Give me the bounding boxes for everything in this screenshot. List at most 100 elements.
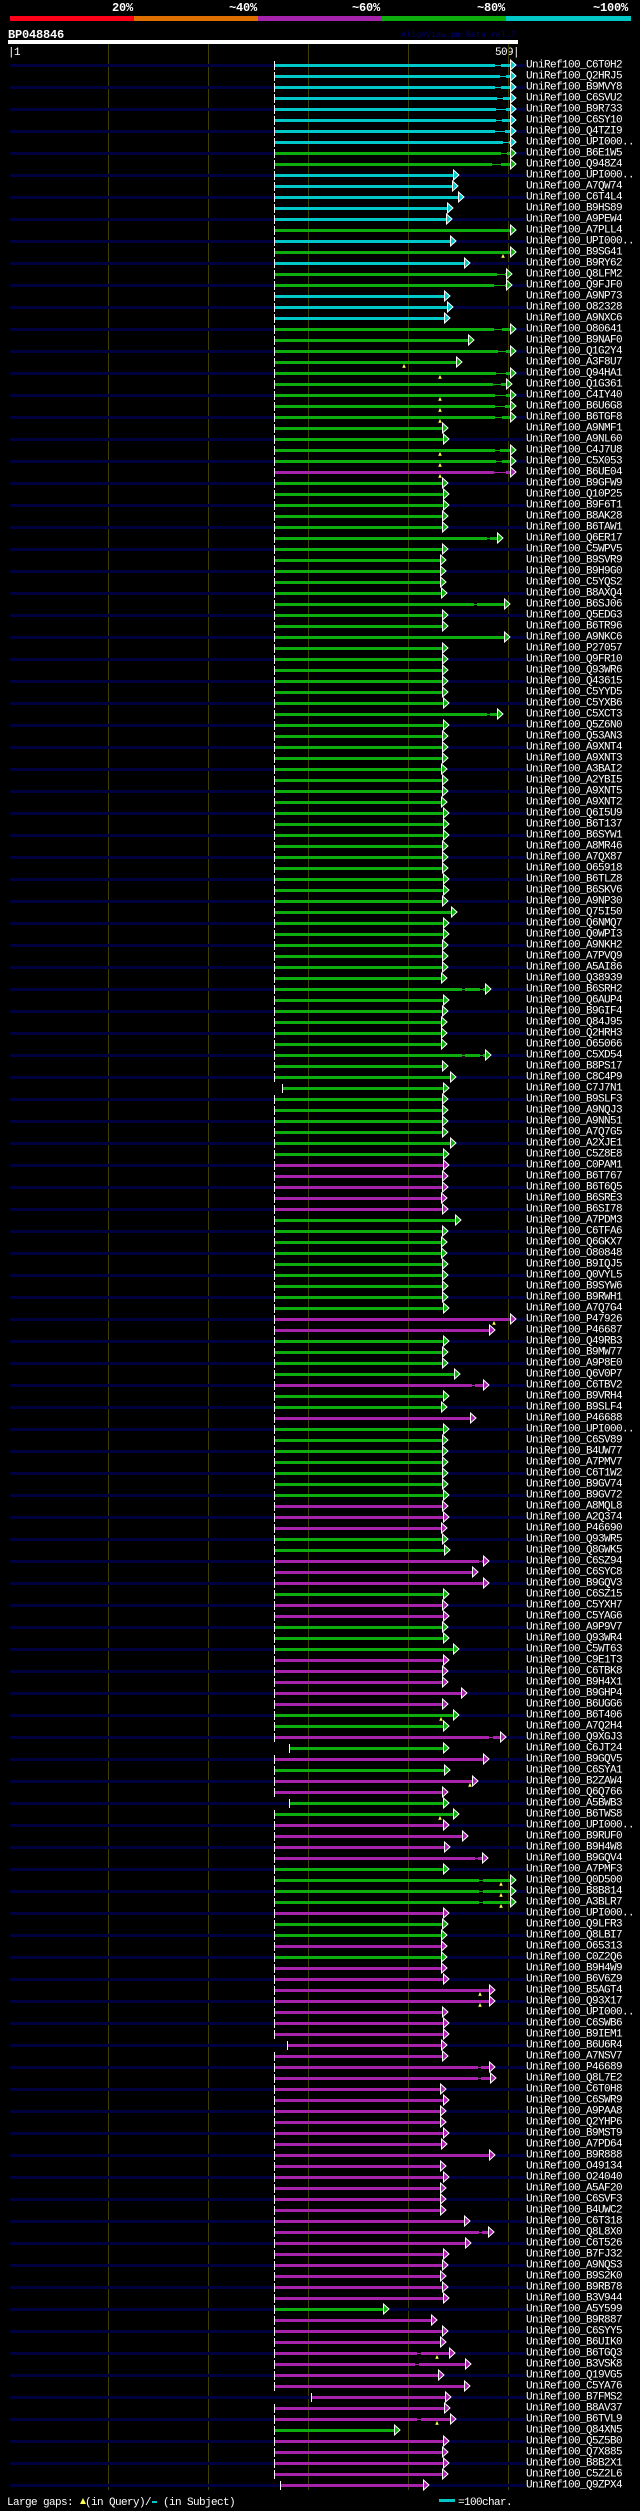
svg-text:UniRef100_A9NKH2: UniRef100_A9NKH2	[526, 939, 622, 951]
svg-text:UniRef100_C9E1T3: UniRef100_C9E1T3	[526, 1654, 622, 1666]
svg-text:UniRef100_C6JT24: UniRef100_C6JT24	[526, 1742, 623, 1754]
svg-text:UniRef100_A9XNT3: UniRef100_A9XNT3	[526, 752, 622, 764]
svg-text:UniRef100_B9RWH1: UniRef100_B9RWH1	[526, 1291, 623, 1303]
svg-text:UniRef100_B6T767: UniRef100_B6T767	[526, 1170, 622, 1182]
svg-text:UniRef100_B6SYW1: UniRef100_B6SYW1	[526, 829, 623, 841]
svg-text:UniRef100_Q93WR4: UniRef100_Q93WR4	[526, 1632, 623, 1644]
svg-text:UniRef100_A3BAI2: UniRef100_A3BAI2	[526, 763, 622, 775]
svg-text:UniRef100_Q8LBI7: UniRef100_Q8LBI7	[526, 1929, 622, 1941]
svg-text:UniRef100_B9F6T1: UniRef100_B9F6T1	[526, 499, 623, 511]
svg-text:UniRef100_B9VRH4: UniRef100_B9VRH4	[526, 1390, 623, 1402]
svg-text:UniRef100_A9P9V7: UniRef100_A9P9V7	[526, 1621, 622, 1633]
svg-text:UniRef100_B6TGQ3: UniRef100_B6TGQ3	[526, 2347, 622, 2359]
svg-text:UniRef100_C6SWR9: UniRef100_C6SWR9	[526, 2094, 622, 2106]
svg-text:UniRef100_B6SRH2: UniRef100_B6SRH2	[526, 983, 622, 995]
svg-text:UniRef100_UPI000..: UniRef100_UPI000..	[526, 1423, 634, 1435]
svg-text:UniRef100_UPI000..: UniRef100_UPI000..	[526, 136, 634, 148]
svg-text:UniRef100_Q9FJF0: UniRef100_Q9FJF0	[526, 279, 622, 291]
svg-text:UniRef100_B9GQV3: UniRef100_B9GQV3	[526, 1577, 622, 1589]
svg-text:UniRef100_UPI000..: UniRef100_UPI000..	[526, 169, 634, 181]
svg-text:UniRef100_C6T526: UniRef100_C6T526	[526, 2237, 622, 2249]
svg-text:UniRef100_A9NMF1: UniRef100_A9NMF1	[526, 422, 623, 434]
svg-text:UniRef100_B6UGG6: UniRef100_B6UGG6	[526, 1698, 622, 1710]
svg-text:UniRef100_A9XNT4: UniRef100_A9XNT4	[526, 741, 623, 753]
svg-text:UniRef100_C4J7U8: UniRef100_C4J7U8	[526, 444, 622, 456]
svg-text:|1: |1	[8, 47, 21, 59]
svg-text:UniRef100_C5YXB6: UniRef100_C5YXB6	[526, 697, 622, 709]
svg-text:UniRef100_UPI000..: UniRef100_UPI000..	[526, 235, 634, 247]
svg-text:UniRef100_C6TBK8: UniRef100_C6TBK8	[526, 1665, 622, 1677]
svg-text:UniRef100_C6SYA1: UniRef100_C6SYA1	[526, 1764, 623, 1776]
svg-text:UniRef100_C6SZ15: UniRef100_C6SZ15	[526, 1588, 622, 1600]
svg-text:UniRef100_O24040: UniRef100_O24040	[526, 2171, 622, 2183]
svg-text:UniRef100_B6U6G8: UniRef100_B6U6G8	[526, 400, 622, 412]
svg-text:UniRef100_B9SLF4: UniRef100_B9SLF4	[526, 1401, 623, 1413]
svg-text:UniRef100_C5XCT3: UniRef100_C5XCT3	[526, 708, 622, 720]
svg-text:UniRef100_C7J7N1: UniRef100_C7J7N1	[526, 1082, 623, 1094]
svg-text:UniRef100_B9MST9: UniRef100_B9MST9	[526, 2127, 622, 2139]
svg-text:UniRef100_Q10P25: UniRef100_Q10P25	[526, 488, 622, 500]
svg-text:UniRef100_Q2YHP6: UniRef100_Q2YHP6	[526, 2116, 622, 2128]
svg-text:UniRef100_Q8L7E2: UniRef100_Q8L7E2	[526, 2072, 622, 2084]
svg-text:UniRef100_A2Q374: UniRef100_A2Q374	[526, 1511, 623, 1523]
svg-text:UniRef100_B6U6R4: UniRef100_B6U6R4	[526, 2039, 623, 2051]
svg-text:UniRef100_B9SG41: UniRef100_B9SG41	[526, 246, 623, 258]
svg-text:UniRef100_B2ZAW4: UniRef100_B2ZAW4	[526, 1775, 623, 1787]
svg-text:UniRef100_A9NQS3: UniRef100_A9NQS3	[526, 2259, 622, 2271]
svg-text:UniRef100_C6TBV2: UniRef100_C6TBV2	[526, 1379, 622, 1391]
svg-text:UniRef100_B3VSK8: UniRef100_B3VSK8	[526, 2358, 622, 2370]
svg-text:UniRef100_C5YA76: UniRef100_C5YA76	[526, 2380, 622, 2392]
svg-text:UniRef100_A7PDM3: UniRef100_A7PDM3	[526, 1214, 622, 1226]
svg-text:UniRef100_B9IQJ5: UniRef100_B9IQJ5	[526, 1258, 622, 1270]
svg-text:UniRef100_A9XNT5: UniRef100_A9XNT5	[526, 785, 622, 797]
svg-text:UniRef100_C6T1W2: UniRef100_C6T1W2	[526, 1467, 622, 1479]
svg-text:UniRef100_A9NN51: UniRef100_A9NN51	[526, 1115, 623, 1127]
svg-text:UniRef100_C5X053: UniRef100_C5X053	[526, 455, 622, 467]
svg-text:UniRef100_A8MR46: UniRef100_A8MR46	[526, 840, 622, 852]
svg-text:UniRef100_Q94HA1: UniRef100_Q94HA1	[526, 367, 623, 379]
svg-text:UniRef100_B9RB78: UniRef100_B9RB78	[526, 2281, 622, 2293]
svg-text:UniRef100_B9GQV5: UniRef100_B9GQV5	[526, 1753, 622, 1765]
svg-text:UniRef100_O49134: UniRef100_O49134	[526, 2160, 623, 2172]
svg-text:UniRef100_B8PS17: UniRef100_B8PS17	[526, 1060, 622, 1072]
svg-text:UniRef100_P46687: UniRef100_P46687	[526, 1324, 622, 1336]
svg-text:UniRef100_C6T0H2: UniRef100_C6T0H2	[526, 59, 622, 71]
svg-text:UniRef100_Q9ZPX4: UniRef100_Q9ZPX4	[526, 2479, 623, 2491]
svg-text:UniRef100_B6SKV6: UniRef100_B6SKV6	[526, 884, 622, 896]
svg-text:UniRef100_C4IY40: UniRef100_C4IY40	[526, 389, 622, 401]
svg-text:UniRef100_B9GIF4: UniRef100_B9GIF4	[526, 1005, 623, 1017]
svg-text:UniRef100_Q93WR6: UniRef100_Q93WR6	[526, 664, 622, 676]
svg-text:UniRef100_C5Z8E8: UniRef100_C5Z8E8	[526, 1148, 622, 1160]
svg-text:UniRef100_B6T137: UniRef100_B6T137	[526, 818, 622, 830]
svg-text:UniRef100_B7FMS2: UniRef100_B7FMS2	[526, 2391, 622, 2403]
svg-text:20%: 20%	[112, 1, 134, 15]
svg-text:UniRef100_A2XJE1: UniRef100_A2XJE1	[526, 1137, 623, 1149]
svg-text:UniRef100_C6SYC8: UniRef100_C6SYC8	[526, 1566, 622, 1578]
svg-text:UniRef100_A7PMV7: UniRef100_A7PMV7	[526, 1456, 622, 1468]
svg-text:UniRef100_UPI000..: UniRef100_UPI000..	[526, 2006, 634, 2018]
svg-text:UniRef100_A9P8E0: UniRef100_A9P8E0	[526, 1357, 622, 1369]
svg-text:UniRef100_B9MVY8: UniRef100_B9MVY8	[526, 81, 622, 93]
svg-text:UniRef100_B9H9G0: UniRef100_B9H9G0	[526, 565, 622, 577]
svg-text:UniRef100_C6T0H8: UniRef100_C6T0H8	[526, 2083, 622, 2095]
svg-text:UniRef100_Q6I5U9: UniRef100_Q6I5U9	[526, 807, 622, 819]
svg-text:UniRef100_B4UWC2: UniRef100_B4UWC2	[526, 2204, 622, 2216]
svg-text:~40%: ~40%	[229, 1, 258, 15]
svg-text:UniRef100_C6TFA6: UniRef100_C6TFA6	[526, 1225, 622, 1237]
svg-text:UniRef100_A7QW74: UniRef100_A7QW74	[526, 180, 623, 192]
svg-text:UniRef100_B8B2X1: UniRef100_B8B2X1	[526, 2457, 623, 2469]
svg-text:UniRef100_A9XNT2: UniRef100_A9XNT2	[526, 796, 622, 808]
svg-text:UniRef100_Q9LFR3: UniRef100_Q9LFR3	[526, 1918, 622, 1930]
svg-text:~80%: ~80%	[477, 1, 506, 15]
svg-text:UniRef100_P46689: UniRef100_P46689	[526, 2061, 622, 2073]
svg-text:UniRef100_A7QX87: UniRef100_A7QX87	[526, 851, 622, 863]
svg-text:UniRef100_B9GV74: UniRef100_B9GV74	[526, 1478, 623, 1490]
svg-text:UniRef100_Q8LFM2: UniRef100_Q8LFM2	[526, 268, 622, 280]
svg-text:UniRef100_Q5Z5B0: UniRef100_Q5Z5B0	[526, 2435, 622, 2447]
svg-text:UniRef100_A9NQJ3: UniRef100_A9NQJ3	[526, 1104, 622, 1116]
svg-text:UniRef100_A7NSV7: UniRef100_A7NSV7	[526, 2050, 622, 2062]
svg-text:UniRef100_Q7X885: UniRef100_Q7X885	[526, 2446, 622, 2458]
svg-text:UniRef100_Q5Z6N0: UniRef100_Q5Z6N0	[526, 719, 622, 731]
svg-text:UniRef100_A9PEW4: UniRef100_A9PEW4	[526, 213, 623, 225]
svg-text:UniRef100_B9IEM1: UniRef100_B9IEM1	[526, 2028, 623, 2040]
